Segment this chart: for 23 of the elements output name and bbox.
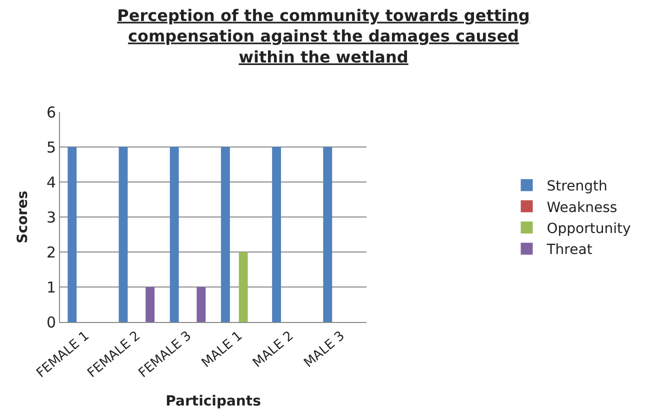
y-tick-label: 0	[46, 313, 56, 332]
y-axis-title: Scores	[15, 190, 32, 244]
bar	[196, 287, 206, 322]
x-axis-title: Participants	[166, 393, 261, 410]
legend-label: Strength	[546, 178, 608, 195]
legend-label: Threat	[546, 242, 593, 258]
bar	[146, 287, 155, 322]
bar	[170, 147, 179, 322]
legend-label: Weakness	[546, 200, 618, 216]
bar	[272, 147, 282, 322]
y-tick-label: 2	[46, 243, 56, 262]
bar	[220, 147, 230, 322]
chart-title: Perception of the community towards getting compensation against the damages caused within the wetland	[117, 6, 530, 66]
y-tick-label: 1	[46, 278, 56, 296]
legend-label: Opportunity	[546, 220, 631, 237]
bar	[323, 147, 332, 322]
bar	[238, 252, 248, 322]
bar	[68, 147, 77, 322]
y-tick-label: 4	[46, 173, 56, 192]
bar	[118, 147, 128, 322]
y-tick-label: 5	[46, 138, 56, 156]
y-tick-label: 6	[46, 103, 56, 122]
y-tick-label: 3	[46, 208, 56, 226]
